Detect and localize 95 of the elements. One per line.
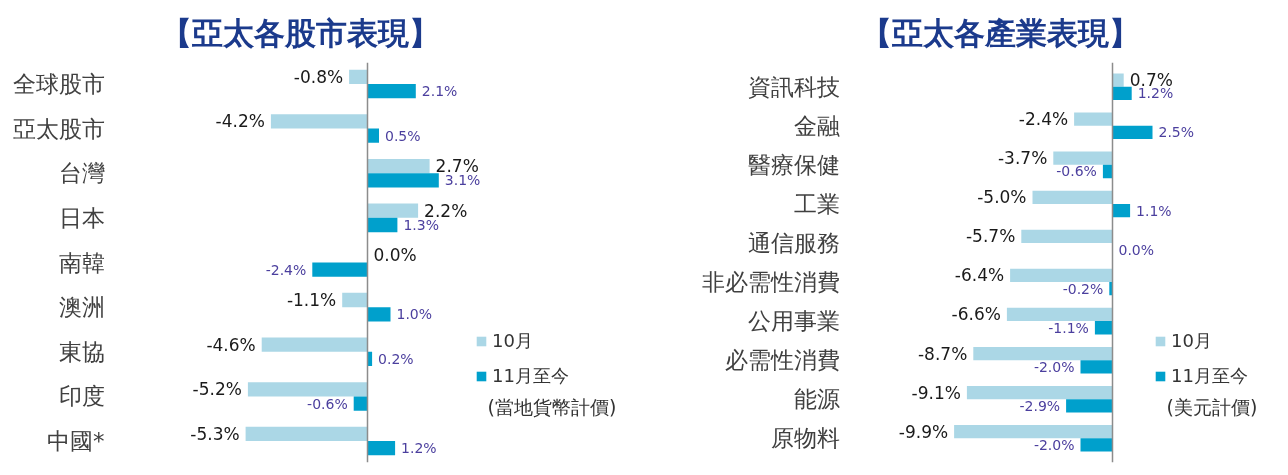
data-label: 0.0% bbox=[373, 245, 417, 266]
y-tick-label: 原物料 bbox=[770, 425, 840, 452]
y-tick-label: 通信服務 bbox=[747, 229, 840, 256]
bar bbox=[1010, 268, 1113, 283]
data-label: -3.7% bbox=[997, 148, 1048, 169]
bar bbox=[1102, 164, 1113, 179]
bar bbox=[367, 128, 379, 143]
bar bbox=[261, 337, 368, 352]
data-label: -0.6% bbox=[1056, 163, 1097, 180]
data-label: -0.6% bbox=[307, 395, 348, 412]
data-label: 1.2% bbox=[401, 440, 437, 457]
data-label: -5.2% bbox=[192, 379, 242, 400]
data-label: -2.0% bbox=[1033, 436, 1075, 453]
text: (當地貨幣計價) bbox=[487, 395, 617, 418]
bar bbox=[1053, 151, 1113, 165]
data-label: -4.6% bbox=[206, 334, 256, 355]
y-tick-label: 南韓 bbox=[58, 249, 105, 276]
chart-title: 【亞太各產業表現】 bbox=[860, 14, 1140, 51]
bar bbox=[312, 262, 368, 277]
data-label: 1.1% bbox=[1136, 202, 1172, 219]
y-tick-label: 工業 bbox=[793, 190, 840, 217]
bar bbox=[1021, 229, 1113, 243]
data-label: 0.2% bbox=[378, 350, 414, 367]
bar bbox=[1109, 282, 1113, 296]
y-tick-label: 印度 bbox=[58, 383, 105, 410]
y-tick-label: 澳洲 bbox=[58, 294, 105, 321]
y-tick-label: 必需性消費 bbox=[724, 347, 840, 374]
bar bbox=[367, 307, 391, 322]
bar bbox=[1074, 112, 1113, 126]
text: (美元計價) bbox=[1166, 395, 1258, 418]
data-label: -4.2% bbox=[215, 111, 265, 132]
bar bbox=[966, 385, 1113, 400]
data-label: -1.1% bbox=[286, 290, 337, 310]
legend-label: 10月 bbox=[492, 329, 533, 353]
bar bbox=[367, 217, 398, 233]
bar bbox=[1112, 73, 1124, 87]
bar bbox=[954, 425, 1113, 439]
data-label: -0.8% bbox=[293, 66, 344, 87]
bar bbox=[367, 158, 430, 174]
bar bbox=[367, 441, 396, 456]
data-label: -6.4% bbox=[954, 265, 1005, 286]
bar bbox=[1112, 203, 1131, 218]
legend-label: 11月至今 bbox=[492, 364, 569, 388]
legend-label: 11月至今 bbox=[1171, 364, 1248, 388]
bar bbox=[1112, 125, 1153, 140]
data-label: -1.1% bbox=[1048, 319, 1089, 336]
bar bbox=[349, 69, 368, 84]
data-label: -2.4% bbox=[265, 261, 307, 278]
data-label: -6.6% bbox=[951, 304, 1001, 325]
y-tick-label: 能源 bbox=[793, 386, 840, 413]
data-label: -2.4% bbox=[1018, 109, 1069, 130]
bar bbox=[1006, 307, 1113, 322]
bar bbox=[1032, 190, 1113, 204]
data-label: -2.0% bbox=[1033, 358, 1075, 375]
y-tick-label: 全球股市 bbox=[12, 70, 105, 97]
y-tick-label: 日本 bbox=[58, 204, 105, 231]
bar bbox=[973, 346, 1113, 361]
data-label: 0.5% bbox=[385, 127, 421, 144]
data-label: -5.0% bbox=[977, 187, 1027, 208]
y-tick-label: 金融 bbox=[793, 112, 840, 139]
y-tick-label: 資訊科技 bbox=[747, 73, 840, 100]
y-tick-label: 亞太股市 bbox=[12, 115, 105, 142]
data-label: 2.1% bbox=[421, 83, 458, 100]
y-tick-label: 台灣 bbox=[58, 160, 105, 187]
y-tick-label: 醫療保健 bbox=[747, 151, 840, 178]
bar bbox=[342, 292, 368, 308]
data-label: -9.1% bbox=[911, 382, 961, 403]
bar bbox=[1066, 399, 1113, 413]
data-label: -0.2% bbox=[1062, 280, 1104, 297]
y-tick-label: 公用事業 bbox=[747, 308, 840, 335]
data-label: -5.3% bbox=[190, 423, 240, 444]
bar bbox=[367, 173, 439, 188]
data-label: -5.7% bbox=[965, 226, 1016, 247]
bar bbox=[367, 83, 416, 99]
data-label: -8.7% bbox=[917, 343, 968, 364]
y-tick-label: 中國* bbox=[47, 428, 105, 455]
data-label: 2.5% bbox=[1158, 124, 1195, 141]
bar bbox=[1094, 321, 1113, 335]
bar bbox=[367, 203, 419, 218]
data-label: -9.9% bbox=[898, 421, 949, 442]
legend-label: 10月 bbox=[1171, 329, 1212, 353]
bar bbox=[353, 396, 368, 411]
y-tick-label: 東協 bbox=[58, 338, 105, 365]
bar bbox=[270, 114, 368, 129]
y-tick-label: 非必需性消費 bbox=[701, 269, 840, 296]
data-label: 1.0% bbox=[396, 306, 433, 323]
bar bbox=[245, 426, 368, 442]
chart-title: 【亞太各股市表現】 bbox=[160, 14, 440, 51]
data-label: 3.1% bbox=[444, 172, 481, 189]
bar bbox=[1112, 86, 1132, 100]
data-label: -2.9% bbox=[1019, 397, 1061, 414]
data-label: 0.0% bbox=[1118, 241, 1155, 258]
bar bbox=[1080, 360, 1113, 374]
bar bbox=[247, 382, 368, 397]
bar bbox=[1080, 438, 1113, 452]
